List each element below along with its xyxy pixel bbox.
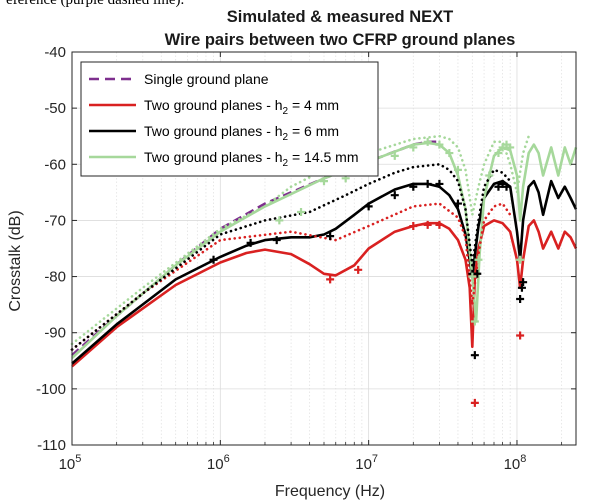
axis-ticks: -110 -100 -90 -80 -70 -60 -50 -40 105 106 107 108 — [36, 44, 576, 473]
data-marker — [435, 140, 444, 149]
data-marker — [272, 236, 281, 245]
chart-title-line-1: Simulated & measured NEXT — [227, 8, 453, 26]
data-marker — [474, 255, 483, 264]
data-marker — [409, 182, 418, 191]
data-marker — [453, 199, 462, 208]
y-tick-label: -60 — [44, 156, 66, 173]
x-tick-label: 105 — [59, 453, 82, 473]
data-marker — [435, 220, 444, 229]
y-tick-label: -100 — [36, 381, 66, 398]
data-marker — [364, 202, 373, 211]
y-axis-label: Crosstalk (dB) — [7, 210, 24, 311]
data-marker — [470, 351, 479, 360]
y-tick-label: -90 — [44, 325, 66, 342]
data-marker — [326, 275, 335, 284]
data-marker — [516, 295, 525, 304]
data-marker — [517, 283, 526, 292]
data-marker — [516, 255, 525, 264]
y-tick-label: -70 — [44, 212, 66, 229]
data-marker — [423, 137, 432, 146]
data-marker — [354, 265, 363, 274]
legend: Single ground plane Two ground planes - h… — [80, 61, 379, 177]
data-marker — [516, 331, 525, 340]
data-marker — [473, 269, 482, 278]
data-marker — [519, 278, 528, 287]
data-marker — [390, 191, 399, 200]
data-marker — [470, 317, 479, 326]
legend-entry-label: Two ground planes - h2 = 14.5 mm — [144, 149, 359, 169]
series-line — [71, 219, 578, 368]
marker-group — [209, 137, 528, 407]
chart-title-line-2: Wire pairs between two CFRP ground plane… — [165, 31, 516, 49]
y-tick-label: -40 — [44, 44, 66, 61]
legend-entry-label: Two ground planes - h2 = 6 mm — [144, 123, 339, 143]
data-marker — [453, 165, 462, 174]
data-marker — [409, 143, 418, 152]
data-marker — [297, 208, 306, 217]
series-line — [70, 202, 512, 351]
data-marker — [275, 216, 284, 225]
x-tick-label: 107 — [355, 453, 378, 473]
series-group — [70, 134, 578, 368]
data-marker — [246, 238, 255, 247]
data-marker — [423, 220, 432, 229]
legend-entry-label: Two ground planes - h2 = 4 mm — [144, 97, 339, 117]
data-marker — [468, 272, 477, 281]
data-marker — [502, 182, 511, 191]
data-marker — [326, 232, 335, 241]
legend-entry-label: Single ground plane — [144, 71, 269, 87]
caption-fragment: eference (purple dashed line). — [6, 0, 185, 8]
data-marker — [320, 177, 328, 186]
data-marker — [423, 179, 432, 188]
data-marker — [209, 255, 218, 264]
y-tick-label: -80 — [44, 269, 66, 286]
series-line — [70, 134, 531, 346]
y-tick-label: -110 — [37, 437, 66, 454]
data-marker — [445, 149, 454, 158]
data-marker — [435, 179, 444, 188]
y-tick-label: -50 — [44, 100, 66, 117]
series-line — [70, 163, 512, 351]
data-marker — [485, 171, 494, 180]
data-marker — [494, 182, 503, 191]
data-marker — [470, 398, 479, 407]
data-marker — [494, 149, 503, 158]
x-tick-label: 106 — [207, 453, 230, 473]
data-marker — [506, 143, 515, 152]
data-marker — [409, 222, 418, 231]
x-axis-label: Frequency (Hz) — [275, 483, 385, 500]
x-tick-label: 108 — [504, 453, 527, 473]
data-marker — [390, 151, 399, 160]
